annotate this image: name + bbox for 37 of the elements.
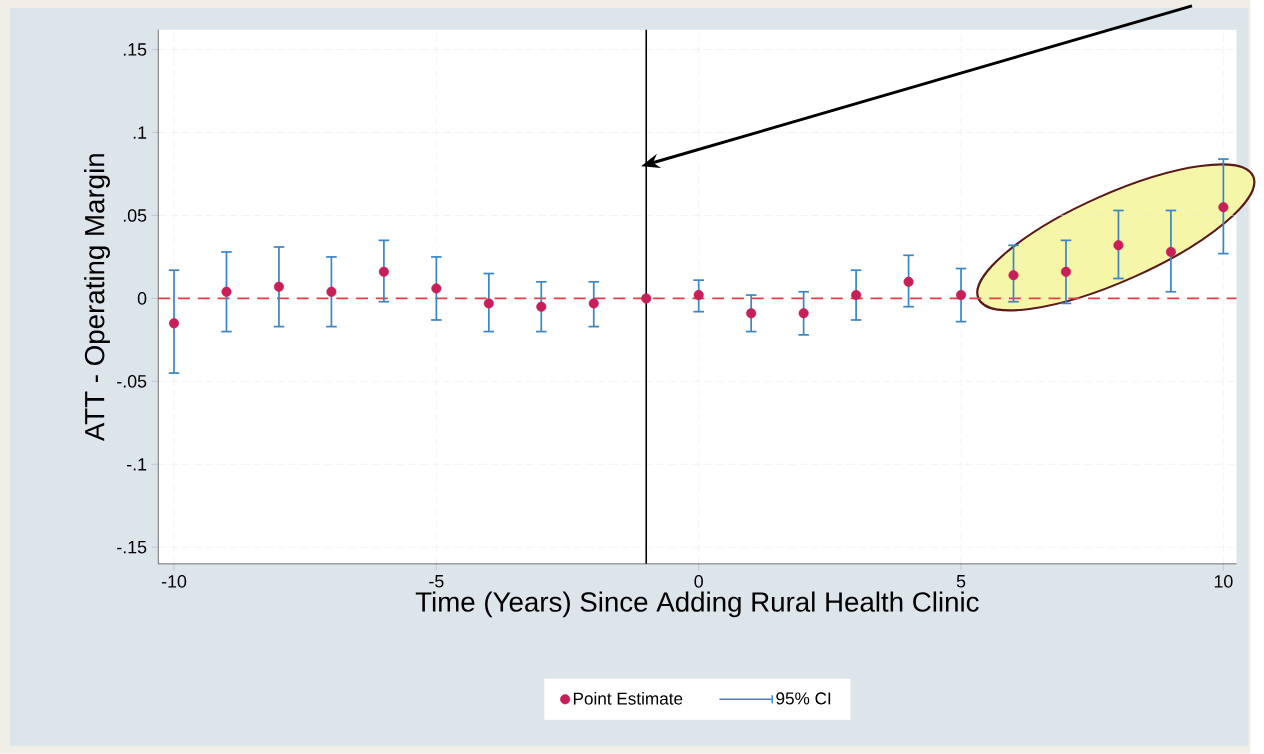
point [693,290,704,301]
legend-label: Point Estimate [573,692,683,705]
y-tick-label: 0 [137,292,147,305]
point [273,281,284,292]
point [431,283,442,294]
y-tick-label: -.15 [117,541,147,554]
point [1218,202,1229,213]
x-tick-label: 10 [1214,575,1233,588]
x-tick-label: -10 [161,575,187,588]
y-tick-label: -.05 [117,375,147,388]
text: 95% CI [776,692,831,705]
y-axis-title: ATT - Operating Margin [84,154,110,442]
point [956,290,967,301]
point [221,286,232,297]
point [1113,240,1124,251]
y-tick-label: .05 [123,209,147,222]
point [1165,247,1176,258]
x-tick-label: -5 [429,575,444,588]
point [903,276,914,287]
point [169,318,180,329]
y-tick-label: .15 [123,43,147,56]
point [588,298,599,309]
y-tick-label: -.1 [127,458,147,471]
point [1060,266,1071,277]
point [378,266,389,277]
point [798,308,809,319]
x-axis-title: Time (Years) Since Adding Rural Health Clinic [415,591,979,618]
x-tick-label: 0 [694,575,703,588]
point [483,298,494,309]
y-tick-label: .1 [133,126,147,139]
point [851,290,862,301]
point [326,286,337,297]
point [746,308,757,319]
point [641,293,652,304]
x-tick-label: 5 [956,575,966,588]
point [1008,270,1019,281]
point [536,301,547,312]
